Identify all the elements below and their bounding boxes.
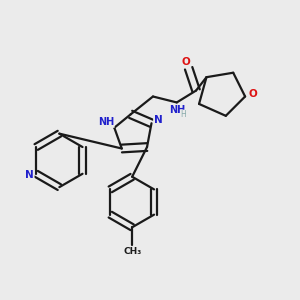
Text: O: O [181,57,190,67]
Text: NH: NH [169,105,185,115]
Text: N: N [25,170,34,180]
Text: N: N [154,115,162,125]
Text: H: H [180,110,186,119]
Text: O: O [248,89,257,99]
Text: CH₃: CH₃ [123,247,141,256]
Text: NH: NH [98,117,114,128]
